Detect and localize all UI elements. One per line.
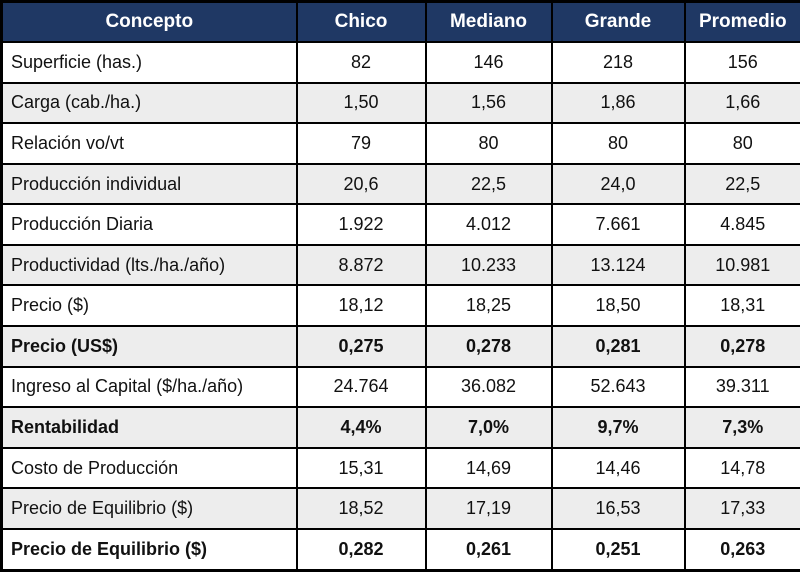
row-value: 0,275 — [295, 325, 427, 368]
row-value: 22,5 — [683, 162, 800, 206]
row-label: Ingreso al Capital ($/ha./año) — [0, 365, 298, 409]
table-row: Costo de Producción 15,31 14,69 14,46 14,78 — [0, 446, 800, 490]
table-row: Relación vo/vt 79 80 80 80 — [0, 122, 800, 165]
row-label: Costo de Producción — [0, 446, 298, 490]
row-value: 0,282 — [295, 527, 427, 572]
table-row: Ingreso al Capital ($/ha./año) 24.764 36.0… — [0, 365, 800, 409]
row-value: 7,3% — [683, 406, 800, 449]
row-value: 80 — [550, 122, 686, 165]
row-value: 14,46 — [550, 446, 686, 490]
row-value: 80 — [424, 122, 553, 165]
row-value: 14,69 — [424, 446, 553, 490]
row-value: 1.922 — [295, 203, 427, 246]
row-value: 4.845 — [683, 203, 800, 246]
row-value: 80 — [683, 122, 800, 165]
table-header: Concepto Chico Mediano Grande Promedio — [0, 0, 800, 43]
row-value: 18,12 — [295, 284, 427, 328]
row-label: Producción individual — [0, 162, 298, 206]
table-body: Superficie (has.) 82 146 218 156 Carga (cab./… — [0, 41, 800, 572]
row-value: 156 — [683, 41, 800, 84]
row-value: 146 — [424, 41, 553, 84]
row-label: Carga (cab./ha.) — [0, 81, 298, 125]
row-value: 9,7% — [550, 406, 686, 449]
row-value: 16,53 — [550, 487, 686, 530]
row-label: Precio de Equilibrio ($) — [0, 487, 298, 530]
row-value: 0,261 — [424, 527, 553, 572]
table-row: Producción individual 20,6 22,5 24,0 22,5 — [0, 162, 800, 206]
row-value: 1,56 — [424, 81, 553, 125]
row-value: 24.764 — [295, 365, 427, 409]
table-row: Carga (cab./ha.) 1,50 1,56 1,86 1,66 — [0, 81, 800, 125]
row-value: 52.643 — [550, 365, 686, 409]
table-row: Rentabilidad 4,4% 7,0% 9,7% 7,3% — [0, 406, 800, 449]
row-value: 0,251 — [550, 527, 686, 572]
row-value: 0,281 — [550, 325, 686, 368]
row-value: 24,0 — [550, 162, 686, 206]
row-value: 4.012 — [424, 203, 553, 246]
row-label: Productividad (lts./ha./año) — [0, 243, 298, 287]
row-value: 10.981 — [683, 243, 800, 287]
table-row: Precio de Equilibrio ($) 18,52 17,19 16,53 1… — [0, 487, 800, 530]
row-value: 13.124 — [550, 243, 686, 287]
header-row: Concepto Chico Mediano Grande Promedio — [0, 0, 800, 43]
row-value: 8.872 — [295, 243, 427, 287]
row-value: 18,52 — [295, 487, 427, 530]
row-value: 0,278 — [424, 325, 553, 368]
table-row: Producción Diaria 1.922 4.012 7.661 4.845 — [0, 203, 800, 246]
row-value: 14,78 — [683, 446, 800, 490]
table-row: Precio (US$) 0,275 0,278 0,281 0,278 — [0, 325, 800, 368]
row-value: 18,31 — [683, 284, 800, 328]
row-label: Superficie (has.) — [0, 41, 298, 84]
row-value: 20,6 — [295, 162, 427, 206]
row-value: 1,66 — [683, 81, 800, 125]
table-row: Productividad (lts./ha./año) 8.872 10.233 1… — [0, 243, 800, 287]
table-row: Precio ($) 18,12 18,25 18,50 18,31 — [0, 284, 800, 328]
row-value: 4,4% — [295, 406, 427, 449]
row-value: 18,50 — [550, 284, 686, 328]
row-value: 17,19 — [424, 487, 553, 530]
row-value: 18,25 — [424, 284, 553, 328]
header-promedio: Promedio — [683, 0, 800, 43]
row-value: 218 — [550, 41, 686, 84]
header-grande: Grande — [550, 0, 686, 43]
row-label: Relación vo/vt — [0, 122, 298, 165]
row-value: 0,263 — [683, 527, 800, 572]
row-value: 15,31 — [295, 446, 427, 490]
row-value: 0,278 — [683, 325, 800, 368]
header-chico: Chico — [295, 0, 427, 43]
row-label: Rentabilidad — [0, 406, 298, 449]
row-label: Precio de Equilibrio ($) — [0, 527, 298, 572]
row-value: 39.311 — [683, 365, 800, 409]
row-value: 10.233 — [424, 243, 553, 287]
header-concepto: Concepto — [0, 0, 298, 43]
header-mediano: Mediano — [424, 0, 553, 43]
row-value: 22,5 — [424, 162, 553, 206]
row-label: Precio ($) — [0, 284, 298, 328]
table-row: Superficie (has.) 82 146 218 156 — [0, 41, 800, 84]
row-value: 1,50 — [295, 81, 427, 125]
row-value: 82 — [295, 41, 427, 84]
row-value: 1,86 — [550, 81, 686, 125]
row-value: 7,0% — [424, 406, 553, 449]
row-value: 79 — [295, 122, 427, 165]
row-label: Producción Diaria — [0, 203, 298, 246]
row-value: 17,33 — [683, 487, 800, 530]
table-row: Precio de Equilibrio ($) 0,282 0,261 0,251 0… — [0, 527, 800, 572]
row-value: 7.661 — [550, 203, 686, 246]
row-value: 36.082 — [424, 365, 553, 409]
row-label: Precio (US$) — [0, 325, 298, 368]
